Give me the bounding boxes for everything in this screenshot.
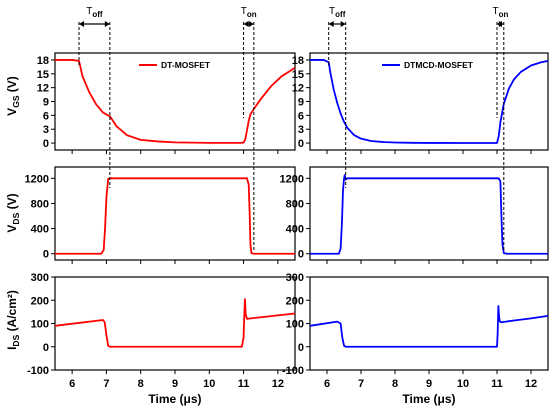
y-tick-label: 3 xyxy=(43,124,49,136)
x-tick-label: 6 xyxy=(69,378,75,390)
annotation-toff: Toff xyxy=(328,6,347,188)
annotation-ton: Ton xyxy=(241,6,257,250)
y-tick-label: 18 xyxy=(292,55,304,67)
y-tick-label: 15 xyxy=(37,69,49,81)
series-line-dtmcd-mosfet xyxy=(310,174,548,255)
y-tick-label: 300 xyxy=(31,272,49,284)
x-axis-title: Time (μs) xyxy=(402,392,455,406)
x-tick-label: 9 xyxy=(172,378,178,390)
y-tick-label: 300 xyxy=(286,272,304,284)
x-tick-label: 9 xyxy=(426,378,432,390)
y-tick-label: -100 xyxy=(27,365,49,377)
x-tick-label: 7 xyxy=(103,378,109,390)
annotation-label: Toff xyxy=(329,6,346,19)
x-tick-label: 6 xyxy=(324,378,330,390)
legend-label: DTMCD-MOSFET xyxy=(404,60,474,70)
series-line-dt-mosfet xyxy=(55,59,296,144)
annotation-ton: Ton xyxy=(492,6,508,250)
panel-ids-dt: -100 0 100 200 300 6 7 8 9 10 11 12 Time (μs) IDS (A/… xyxy=(5,272,296,406)
y-tick-label: 100 xyxy=(286,319,304,331)
y-tick-label: -100 xyxy=(282,365,304,377)
x-tick-label: 8 xyxy=(392,378,398,390)
series-line-dt-mosfet xyxy=(54,298,296,348)
annotation-toff: Toff xyxy=(78,6,111,188)
panel-vgs-dtmcd: 0 3 69 12 15 18 DTMCD-MOSFET xyxy=(292,52,549,154)
panel-vgs-dt: 0 3 69 12 15 18 DT-MOSFET VGS (V) xyxy=(5,52,296,154)
y-tick-label: 12 xyxy=(292,83,304,95)
panel-ids-dtmcd: -100 0 100 200 300 6 7 8 9 10 11 12 Time (μs) xyxy=(282,272,549,406)
panel-vds-dtmcd: 0 400 800 1200 xyxy=(280,166,549,264)
plot-frame xyxy=(309,166,549,261)
annotation-label: Toff xyxy=(86,6,103,19)
y-tick-label: 0 xyxy=(43,138,49,150)
y-tick-label: 100 xyxy=(31,319,49,331)
y-tick-label: 6 xyxy=(298,110,304,122)
x-tick-label: 11 xyxy=(491,378,503,390)
x-tick-label: 12 xyxy=(272,378,284,390)
y-tick-label: 0 xyxy=(298,138,304,150)
y-tick-label: 400 xyxy=(31,224,49,236)
y-tick-label: 0 xyxy=(43,249,49,261)
y-tick-label: 0 xyxy=(298,249,304,261)
y-tick-label: 9 xyxy=(298,97,304,109)
x-tick-label: 8 xyxy=(138,378,144,390)
x-tick-label: 7 xyxy=(358,378,364,390)
x-tick-label: 10 xyxy=(457,378,469,390)
y-tick-label: 3 xyxy=(298,124,304,136)
x-tick-label: 11 xyxy=(238,378,250,390)
x-axis-title: Time (μs) xyxy=(148,392,201,406)
plot-frame xyxy=(54,276,296,371)
x-tick-label: 10 xyxy=(203,378,215,390)
y-tick-label: 0 xyxy=(298,342,304,354)
series-line-dt-mosfet xyxy=(55,177,295,255)
y-tick-label: 12 xyxy=(37,83,49,95)
y-tick-label: 200 xyxy=(31,295,49,307)
panel-vds-dt: 0 400 800 1200 VDS (V) xyxy=(5,166,296,264)
y-tick-label: 800 xyxy=(286,198,304,210)
y-tick-label: 1200 xyxy=(25,173,49,185)
y-tick-label: 200 xyxy=(286,295,304,307)
y-tick-label: 9 xyxy=(43,97,49,109)
y-tick-label: 6 xyxy=(43,110,49,122)
plot-frame xyxy=(309,276,549,371)
y-tick-label: 18 xyxy=(37,55,49,67)
annotation-label: Ton xyxy=(492,6,508,19)
y-tick-label: 400 xyxy=(286,224,304,236)
y-tick-label: 1200 xyxy=(280,173,304,185)
y-axis-title: VDS (V) xyxy=(5,193,21,232)
y-axis-title: IDS (A/cm²) xyxy=(5,290,21,350)
x-tick-label: 12 xyxy=(525,378,537,390)
y-tick-label: 15 xyxy=(292,69,304,81)
series-line-dtmcd-mosfet xyxy=(309,305,549,348)
y-tick-label: 0 xyxy=(43,342,49,354)
y-axis-title: VGS (V) xyxy=(5,76,21,116)
y-tick-label: 800 xyxy=(31,198,49,210)
annotation-label: Ton xyxy=(241,6,257,19)
plot-frame xyxy=(54,166,296,261)
legend-label: DT-MOSFET xyxy=(161,60,211,70)
series-line-dtmcd-mosfet xyxy=(310,59,549,144)
